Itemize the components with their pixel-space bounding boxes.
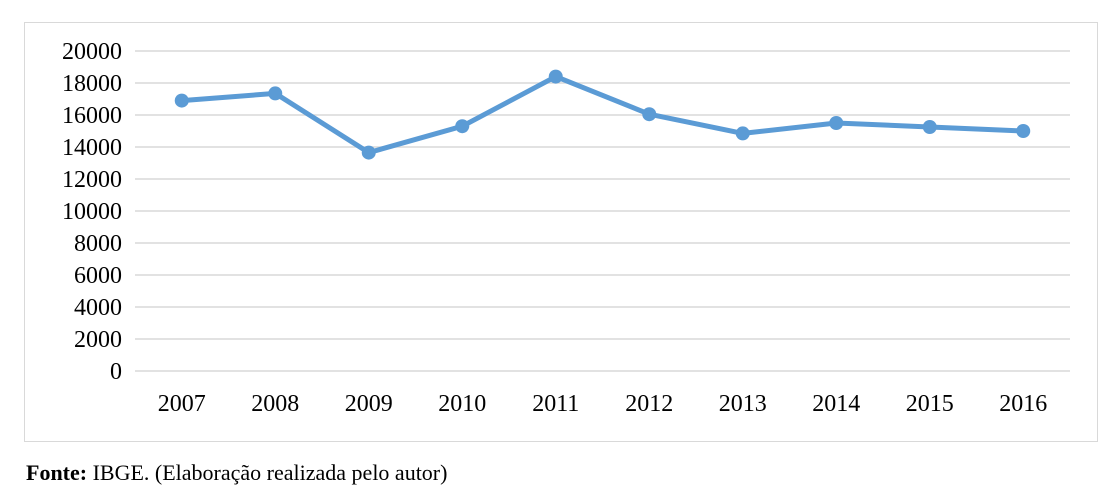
x-tick-label: 2012 [625, 391, 673, 417]
source-text: IBGE. (Elaboração realizada pelo autor) [87, 460, 448, 485]
x-tick-label: 2011 [532, 391, 579, 417]
x-tick-label: 2007 [158, 391, 206, 417]
series [174, 69, 1031, 160]
x-tick-label: 2014 [812, 391, 860, 417]
y-tick-label: 2000 [74, 327, 122, 353]
x-tick-label: 2009 [345, 391, 393, 417]
y-tick-label: 20000 [62, 39, 122, 65]
data-point [1016, 124, 1031, 138]
data-point [735, 126, 750, 141]
y-axis-ticks: 0 2000 4000 6000 8000 10000 12000 14000 16000 180… [62, 39, 122, 385]
line-chart: 0 2000 4000 6000 8000 10000 12000 14000 16000 180… [62, 39, 1070, 417]
source-label: Fonte: [26, 460, 88, 485]
y-tick-label: 18000 [62, 71, 122, 97]
x-axis-ticks: 2007 2008 2009 2010 2011 2012 2013 2014 2015 2016 [158, 391, 1048, 417]
y-tick-label: 4000 [74, 295, 122, 321]
x-tick-label: 2008 [251, 391, 299, 417]
x-tick-label: 2015 [906, 391, 954, 417]
y-tick-label: 14000 [62, 135, 122, 161]
y-tick-label: 12000 [62, 167, 122, 193]
y-tick-label: 6000 [74, 263, 122, 289]
y-tick-label: 8000 [74, 231, 122, 257]
x-tick-label: 2013 [719, 391, 767, 417]
data-point [174, 93, 189, 108]
data-point [268, 86, 283, 101]
x-tick-label: 2010 [438, 391, 486, 417]
data-point [829, 116, 844, 130]
data-point [922, 120, 937, 134]
y-tick-label: 10000 [62, 199, 122, 225]
grid-lines [135, 50, 1070, 372]
y-tick-label: 0 [110, 359, 122, 385]
data-point [455, 119, 470, 134]
data-point [361, 145, 376, 160]
data-point [642, 107, 657, 122]
data-point [548, 69, 563, 84]
series-line [179, 74, 1026, 156]
chart-frame [24, 22, 1098, 442]
x-tick-label: 2016 [999, 391, 1047, 417]
source-note: Fonte: IBGE. (Elaboração realizada pelo … [26, 460, 447, 486]
y-tick-label: 16000 [62, 103, 122, 129]
